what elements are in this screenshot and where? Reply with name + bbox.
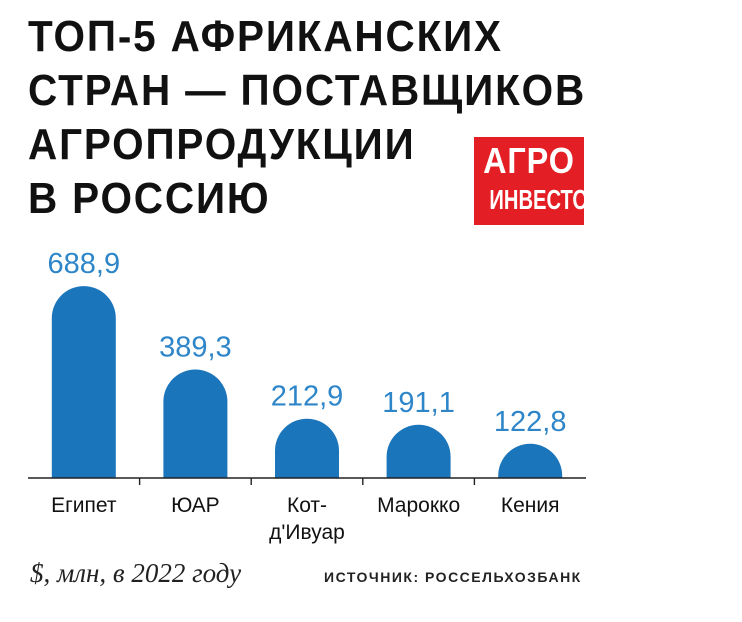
logo-line-1: АГРО (483, 140, 575, 181)
title-line-3: АГРОПРОДУКЦИИ (28, 120, 416, 169)
bar-4 (386, 424, 451, 478)
source-note: ИСТОЧНИК: РОССЕЛЬХОЗБАНК (324, 569, 582, 585)
value-label-3: 212,9 (271, 381, 344, 413)
bar-2 (163, 369, 228, 478)
unit-note: $, млн, в 2022 году (30, 558, 242, 588)
category-label-5: Кения (501, 494, 560, 517)
value-label-1: 688,9 (48, 248, 121, 280)
value-label-4: 191,1 (382, 387, 455, 419)
chart-title: ТОП-5 АФРИКАНСКИХ СТРАН — ПОСТАВЩИКОВ АГ… (28, 10, 587, 226)
category-label-2: ЮАР (171, 494, 220, 517)
value-label-2: 389,3 (159, 332, 232, 364)
category-label-1: Египет (51, 494, 117, 517)
agroinvestor-logo: АГРО ИНВЕСТОР (474, 137, 601, 225)
title-line-2: СТРАН — ПОСТАВЩИКОВ (28, 66, 587, 115)
category-label-3-line-2: д'Ивуар (269, 521, 345, 544)
bar-1 (51, 286, 116, 478)
title-line-4: В РОССИЮ (28, 174, 271, 223)
bar-3 (275, 418, 339, 478)
title-line-1: ТОП-5 АФРИКАНСКИХ (28, 12, 503, 61)
category-label-4: Марокко (377, 494, 460, 517)
category-label-3-line-1: Кот- (287, 494, 327, 517)
value-label-5: 122,8 (494, 406, 567, 438)
bar-5 (498, 443, 563, 478)
